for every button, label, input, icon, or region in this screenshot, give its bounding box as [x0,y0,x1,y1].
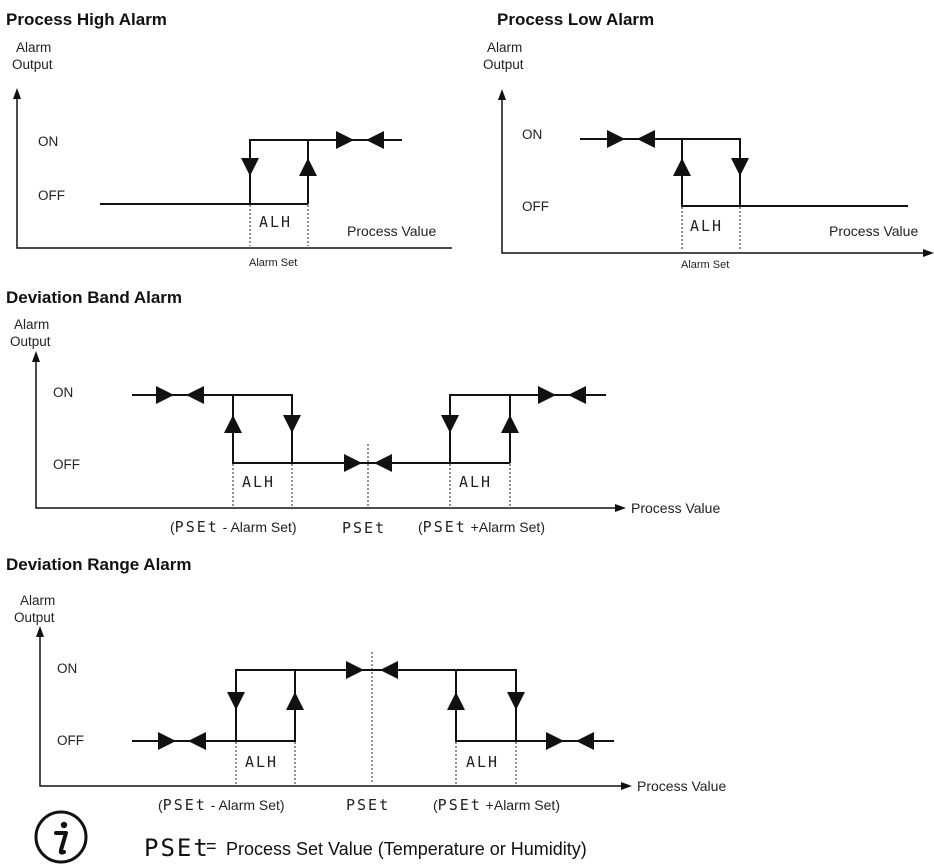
high-axes [16,98,452,249]
range-alh-left: ALH [245,753,278,771]
band-minus-label: (PSEt - Alarm Set) [170,518,297,536]
low-down-arrow-icon [731,158,749,176]
low-alarm-title: Process Low Alarm [497,10,654,29]
low-x-label: Process Value [829,223,918,239]
deviation-band-alarm-diagram: Deviation Band Alarm Alarm Output ON OFF… [6,288,720,537]
info-icon [34,810,88,864]
band-center-label: PSEt [342,519,386,537]
low-up-arrow-icon [673,158,691,176]
range-alarm-title: Deviation Range Alarm [6,555,191,574]
high-right-arrow-icon [336,131,354,149]
range-right-arrow-icon-1 [158,732,176,750]
high-left-arrow-icon [366,131,384,149]
high-return-line [250,140,309,205]
low-band-guides [681,207,741,251]
band-y-label-line2: Output [10,334,51,349]
band-guides [232,444,511,506]
low-left-arrow-icon [637,130,655,148]
band-axes [35,361,616,509]
footnote-code: PSEt [144,834,210,862]
band-left-arrow-icon-3 [568,386,586,404]
high-up-arrow-icon [299,158,317,176]
band-x-arrow-icon [615,504,626,512]
low-signal-line [580,138,908,207]
range-up-arrow-icon-1 [286,692,304,710]
low-alh-label: ALH [690,217,723,235]
range-y-label-line1: Alarm [20,593,55,608]
range-left-arrow-icon-3 [576,732,594,750]
band-on-label: ON [53,385,73,400]
range-minus-label: (PSEt - Alarm Set) [158,796,285,814]
band-up-arrow-icon-1 [224,415,242,433]
footnote-text: Process Set Value (Temperature or Humidi… [226,839,587,859]
band-up-arrow-icon-2 [501,415,519,433]
range-alh-right: ALH [466,753,499,771]
range-off-label: OFF [57,733,84,748]
low-y-label-line2: Output [483,57,524,72]
band-alarm-title: Deviation Band Alarm [6,288,182,307]
high-band-guides [249,205,309,246]
band-left-arrow-icon-1 [186,386,204,404]
band-signal-line [132,394,606,464]
low-return-line [681,139,740,207]
high-off-label: OFF [38,188,65,203]
low-right-arrow-icon [607,130,625,148]
range-x-label: Process Value [637,778,726,794]
band-y-label-line1: Alarm [14,317,49,332]
low-x-arrow-icon [923,249,934,257]
high-y-arrow-icon [13,88,21,99]
range-down-arrow-icon-1 [227,692,245,710]
process-low-alarm-diagram: Process Low Alarm Alarm Output ON OFF AL… [483,10,934,271]
low-alarm-set-label: Alarm Set [681,259,729,271]
band-return-line [232,395,511,464]
band-right-arrow-icon-1 [156,386,174,404]
range-axes [39,636,622,787]
deviation-range-alarm-diagram: Deviation Range Alarm Alarm Output ON OF… [6,555,726,814]
range-return-line [235,669,516,742]
range-guides [235,652,517,784]
range-right-arrow-icon-3 [546,732,564,750]
band-right-arrow-icon-2 [344,454,362,472]
high-alarm-set-label: Alarm Set [249,257,297,269]
band-alh-left: ALH [242,473,275,491]
band-y-arrow-icon [32,351,40,362]
range-down-arrow-icon-2 [507,692,525,710]
range-center-label: PSEt [346,796,390,814]
low-y-label-line1: Alarm [487,40,522,55]
process-high-alarm-diagram: Process High Alarm Alarm Output ON OFF A… [6,10,452,269]
footnote: PSEt = Process Set Value (Temperature or… [34,810,587,864]
high-down-arrow-icon [241,158,259,176]
high-alh-label: ALH [259,213,292,231]
low-y-arrow-icon [498,89,506,100]
range-signal-line [132,669,614,742]
high-on-label: ON [38,134,58,149]
high-y-label-line2: Output [12,57,53,72]
band-down-arrow-icon-1 [283,415,301,433]
band-down-arrow-icon-2 [441,415,459,433]
footnote-equals: = [206,836,217,856]
low-off-label: OFF [522,199,549,214]
low-axes [501,99,924,254]
band-off-label: OFF [53,457,80,472]
band-alh-right: ALH [459,473,492,491]
range-up-arrow-icon-2 [447,692,465,710]
range-y-arrow-icon [36,626,44,637]
range-left-arrow-icon-2 [380,661,398,679]
high-x-label: Process Value [347,223,436,239]
range-y-label-line2: Output [14,610,55,625]
high-alarm-title: Process High Alarm [6,10,167,29]
range-right-arrow-icon-2 [346,661,364,679]
band-plus-label: (PSEt +Alarm Set) [418,518,545,536]
range-left-arrow-icon-1 [188,732,206,750]
band-x-label: Process Value [631,500,720,516]
range-x-arrow-icon [621,782,632,790]
low-on-label: ON [522,127,542,142]
band-right-arrow-icon-3 [538,386,556,404]
high-y-label-line1: Alarm [16,40,51,55]
band-left-arrow-icon-2 [374,454,392,472]
range-on-label: ON [57,661,77,676]
range-plus-label: (PSEt +Alarm Set) [433,796,560,814]
